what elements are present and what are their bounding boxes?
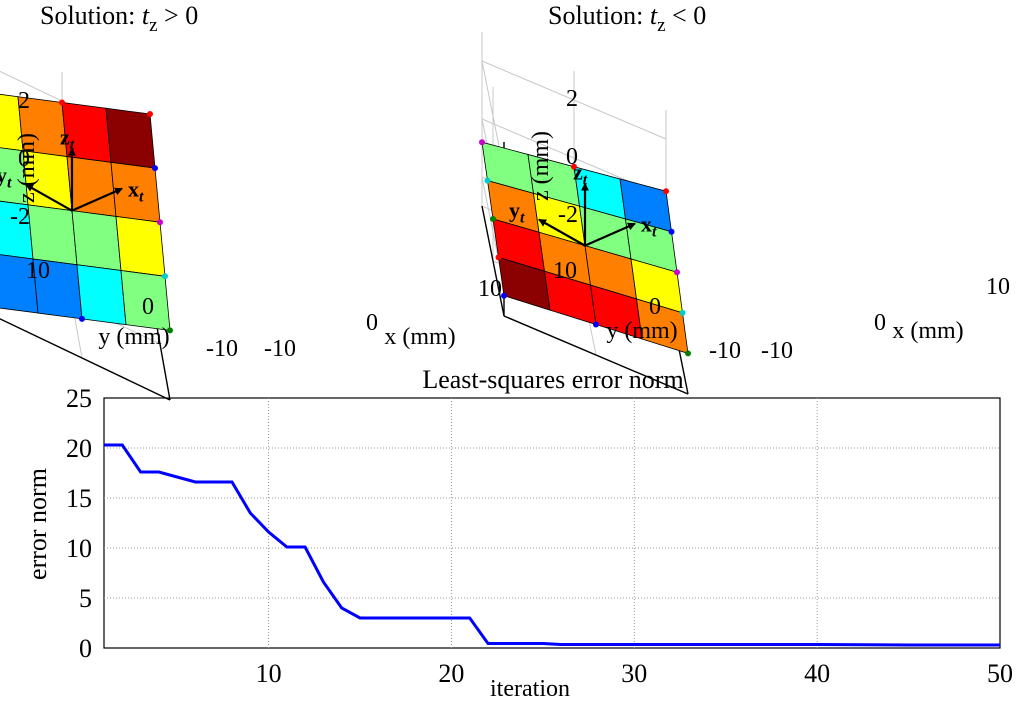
marker-point <box>679 309 686 316</box>
x-tick-label: 0 <box>366 310 378 336</box>
marker-point <box>685 350 691 357</box>
y-tick-label: 10 <box>26 258 50 284</box>
x-axis-label: iteration <box>490 676 570 702</box>
error-norm-line-chart: Least-squares error norm 10 20 30 40 5005101… <box>23 365 1013 702</box>
marker-point <box>495 254 502 261</box>
marker-point <box>484 177 491 184</box>
y-tick-label: 10 <box>66 534 92 563</box>
plane-cell <box>115 215 166 277</box>
plot-title: Solution: tz < 0 <box>548 1 706 36</box>
marker-point <box>668 228 675 235</box>
tick-labels: 10 20 30 40 50 0 5 10 15 20 25 <box>66 384 1013 688</box>
y-axis-label: y (mm) <box>98 324 169 350</box>
marker-point <box>479 139 485 146</box>
z-tick-label: 2 <box>566 86 578 112</box>
y-tick-label: 15 <box>66 484 92 513</box>
plane-cell <box>71 210 122 271</box>
marker-point <box>593 321 599 328</box>
y-tick-label: 0 <box>649 294 661 320</box>
colored-plane <box>0 93 173 334</box>
frame-axis-arrow <box>538 218 586 247</box>
marker-point <box>162 273 168 280</box>
x-tick-label: -10 <box>761 338 793 364</box>
marker-point <box>571 163 577 170</box>
z-tick-label: 0 <box>566 144 578 170</box>
grid-lines <box>103 397 1001 649</box>
frame-axis-label: zt <box>573 160 588 189</box>
z-tick-label: 0 <box>18 146 30 172</box>
frame-axis-label: xt <box>641 212 657 241</box>
error-norm-series-line <box>104 443 1000 647</box>
frame-axis-arrow <box>25 183 73 212</box>
colored-plane <box>479 139 691 357</box>
surface-plot-tz-positive: Solution: tz > 0 xt yt zt 2 0 -2 z (mm) 10… <box>0 1 502 401</box>
y-tick-label: 0 <box>79 634 92 663</box>
marker-point <box>674 269 680 276</box>
x-axis-label: x (mm) <box>892 318 963 344</box>
marker-point <box>147 111 153 117</box>
box-line <box>503 315 689 395</box>
x-tick-label: 10 <box>986 274 1010 300</box>
x-tick-label: 30 <box>621 659 647 688</box>
x-tick-label: -10 <box>264 336 296 362</box>
plane-cell <box>27 204 78 266</box>
plot-area-frame <box>103 397 1001 649</box>
x-tick-label: 40 <box>804 659 830 688</box>
marker-point <box>59 99 65 106</box>
frame-axis-arrow <box>584 222 636 247</box>
y-tick-label: -10 <box>709 338 741 364</box>
x-tick-label: 10 <box>256 659 282 688</box>
plot-title: Least-squares error norm <box>422 365 683 394</box>
marker-point <box>663 188 669 195</box>
z-tick-label: 2 <box>18 88 30 114</box>
frame-axis-label: xt <box>128 177 144 206</box>
surface-plot-tz-negative: Solution: tz < 0 xt yt zt 2 0 -2 z (mm) 10… <box>479 1 1010 395</box>
y-tick-label: 0 <box>142 294 154 320</box>
x-tick-label: 50 <box>987 659 1013 688</box>
y-tick-label: -10 <box>206 336 238 362</box>
marker-point <box>167 327 173 334</box>
marker-point <box>157 219 163 226</box>
target-frame: xt yt zt <box>0 125 144 212</box>
y-axis-label: y (mm) <box>606 318 677 344</box>
x-tick-label: 20 <box>438 659 464 688</box>
z-tick-label: -2 <box>558 202 578 228</box>
z-axis-label: z (mm) <box>528 131 554 201</box>
frame-axis-label: yt <box>0 163 12 192</box>
y-axis-label: error norm <box>23 468 52 580</box>
y-tick-label: 20 <box>66 434 92 463</box>
x-tick-label: 0 <box>874 310 886 336</box>
frame-axis-arrow <box>71 187 123 212</box>
target-frame: xt yt zt <box>509 160 657 247</box>
z-tick-label: -2 <box>10 204 30 230</box>
z-axis-label: z (mm) <box>14 133 40 203</box>
marker-point <box>79 315 85 322</box>
plane-cell <box>66 156 117 217</box>
frame-axis-label: yt <box>509 198 525 227</box>
marker-point <box>490 215 496 222</box>
marker-point <box>152 165 158 172</box>
box-line <box>481 205 505 317</box>
frame-axis-label: zt <box>60 125 75 154</box>
plane-cell <box>105 107 156 169</box>
y-tick-label: 5 <box>79 584 92 613</box>
x-axis-label: x (mm) <box>384 324 455 350</box>
plane-cell <box>76 264 127 326</box>
y-tick-label: 10 <box>553 258 577 284</box>
y-tick-label: 25 <box>66 384 92 413</box>
marker-point <box>501 292 507 299</box>
box-line <box>0 318 171 401</box>
plot-title: Solution: tz > 0 <box>40 1 198 36</box>
